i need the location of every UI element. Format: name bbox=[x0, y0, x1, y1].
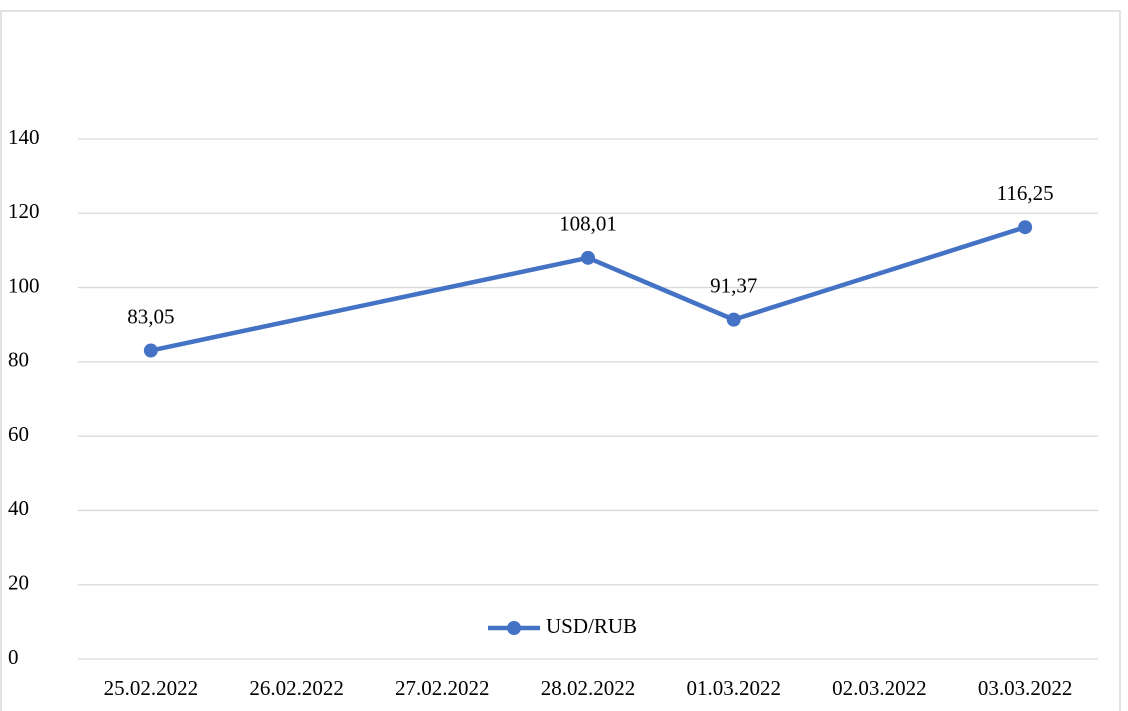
x-tick-label: 02.03.2022 bbox=[832, 676, 927, 700]
y-tick-label: 80 bbox=[8, 348, 29, 372]
y-tick-label: 140 bbox=[8, 125, 40, 149]
x-tick-label: 03.03.2022 bbox=[978, 676, 1073, 700]
x-tick-label: 26.02.2022 bbox=[249, 676, 344, 700]
legend-marker bbox=[507, 621, 521, 635]
data-label: 116,25 bbox=[997, 181, 1054, 205]
y-tick-label: 0 bbox=[8, 645, 19, 669]
marker bbox=[143, 343, 158, 358]
data-label: 91,37 bbox=[710, 273, 757, 297]
line bbox=[150, 225, 1026, 353]
y-tick-label: 120 bbox=[8, 199, 40, 223]
x-tick-label: 25.02.2022 bbox=[104, 676, 199, 700]
marker bbox=[1018, 220, 1033, 235]
marker bbox=[726, 312, 741, 327]
y-tick-label: 60 bbox=[8, 422, 29, 446]
y-tick-label: 100 bbox=[8, 273, 40, 297]
x-tick-label: 27.02.2022 bbox=[395, 676, 490, 700]
x-tick-label: 01.03.2022 bbox=[686, 676, 781, 700]
y-tick-label: 40 bbox=[8, 496, 29, 520]
chart-border bbox=[0, 10, 1121, 711]
y-tick-label: 20 bbox=[8, 571, 29, 595]
marker bbox=[581, 250, 595, 265]
data-label: 108,01 bbox=[559, 212, 617, 236]
legend-label: USD/RUB bbox=[546, 614, 637, 638]
x-tick-label: 28.02.2022 bbox=[541, 676, 636, 700]
data-label: 83,05 bbox=[127, 304, 174, 328]
